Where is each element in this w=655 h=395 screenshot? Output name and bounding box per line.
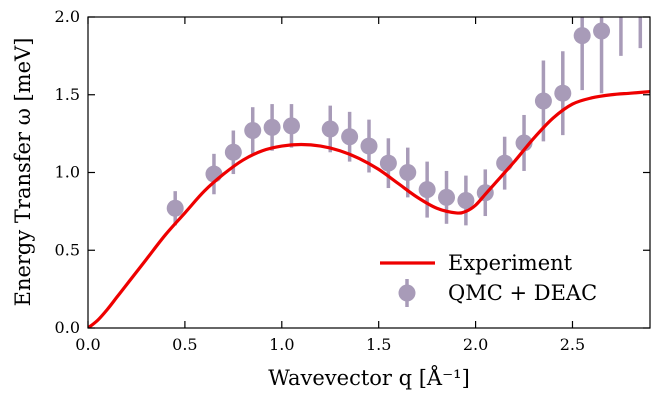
qmc-point: [282, 117, 300, 135]
legend-experiment-label: Experiment: [448, 251, 573, 275]
qmc-point: [399, 164, 417, 181]
x-tick-label: 1.5: [366, 335, 391, 354]
y-tick-label: 0.0: [55, 318, 80, 337]
qmc-point: [244, 122, 262, 140]
qmc-point: [224, 143, 242, 161]
qmc-point: [263, 118, 281, 136]
qmc-point: [515, 134, 533, 152]
qmc-point: [593, 22, 611, 40]
x-tick-label: 0.0: [75, 335, 100, 354]
qmc-point: [341, 128, 359, 146]
x-tick-label: 1.0: [269, 335, 294, 354]
plot-marks: [88, 17, 650, 328]
y-tick-label: 1.5: [55, 85, 80, 104]
qmc-point: [496, 154, 514, 172]
qmc-point: [554, 84, 572, 102]
y-tick-label: 2.0: [55, 7, 80, 26]
qmc-point: [379, 154, 397, 172]
qmc-point: [534, 92, 552, 110]
experiment-line: [88, 90, 650, 328]
qmc-point: [205, 165, 223, 183]
legend: Experiment QMC + DEAC: [380, 251, 597, 307]
qmc-point: [166, 199, 184, 217]
x-tick-label: 2.0: [463, 335, 488, 354]
y-tick-label: 0.5: [55, 240, 80, 259]
qmc-point: [360, 137, 378, 155]
x-axis-label: Wavevector q [Å⁻¹]: [268, 365, 470, 390]
axis-ticks: 0.0 0.5 1.0 1.5 2.0 2.5 0.0 0.5 1.0 1.5 2.0: [55, 7, 650, 354]
y-axis-label: Energy Transfer ω [meV]: [11, 38, 35, 307]
y-tick-label: 1.0: [55, 163, 80, 182]
legend-qmc-label: QMC + DEAC: [448, 281, 597, 305]
x-tick-label: 2.5: [560, 335, 585, 354]
qmc-point: [321, 120, 339, 138]
qmc-point: [573, 27, 591, 45]
x-tick-label: 0.5: [172, 335, 197, 354]
qmc-point: [438, 188, 456, 206]
qmc-point: [457, 191, 475, 209]
legend-qmc-swatch: [398, 284, 416, 302]
qmc-point: [418, 181, 436, 199]
